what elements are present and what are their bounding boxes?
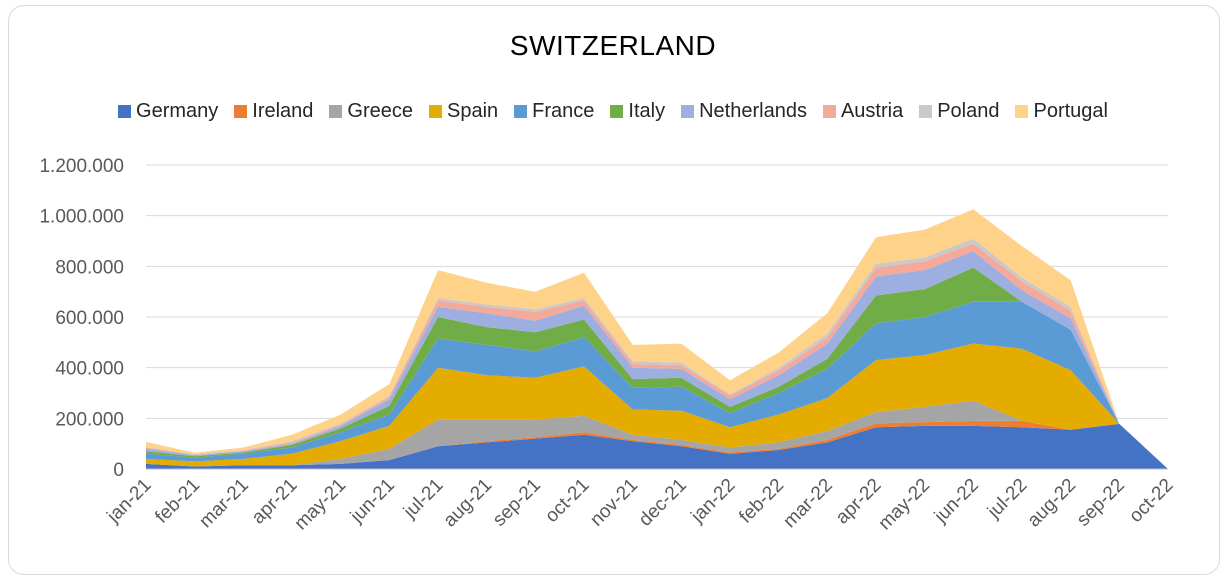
y-tick-label: 0: [113, 460, 124, 481]
x-tick-label: jun-21: [346, 475, 399, 528]
legend-swatch: [429, 105, 443, 118]
x-tick-label: aug-21: [440, 475, 497, 532]
legend-swatch: [1015, 105, 1029, 118]
x-tick-label: oct-21: [541, 475, 593, 527]
legend-label: Spain: [447, 100, 499, 122]
legend-swatch: [234, 105, 248, 118]
legend-label: France: [532, 100, 595, 122]
series-area-spain: [146, 343, 1168, 469]
y-tick-label: 800.000: [55, 257, 124, 278]
x-tick-label: dec-21: [635, 475, 691, 531]
y-tick-label: 1.200.000: [39, 156, 124, 177]
legend-item: Poland: [919, 100, 999, 123]
x-tick-label: mar-22: [779, 475, 836, 532]
x-tick-label: oct-22: [1125, 475, 1177, 527]
legend-swatch: [118, 105, 132, 118]
x-tick-label: jan-22: [687, 475, 740, 528]
legend-swatch: [822, 105, 836, 118]
x-tick-label: nov-21: [586, 475, 642, 531]
y-tick-label: 600.000: [55, 308, 124, 329]
series-area-italy: [146, 267, 1168, 469]
legend-label: Italy: [628, 100, 666, 122]
legend-label: Ireland: [252, 100, 314, 122]
series-area-germany: [146, 423, 1168, 469]
legend-item: Spain: [429, 100, 498, 123]
legend-item: Ireland: [234, 100, 313, 123]
legend-item: Germany: [118, 100, 218, 123]
legend-label: Poland: [937, 100, 1000, 122]
legend-label: Austria: [840, 100, 904, 122]
x-tick-label: may-21: [291, 475, 351, 535]
x-tick-label: mar-21: [195, 475, 252, 532]
legend-swatch: [919, 105, 933, 118]
legend-label: Greece: [347, 100, 414, 122]
legend-item: Austria: [822, 100, 904, 123]
legend-item: Italy: [610, 100, 665, 123]
y-tick-label: 1.000.000: [39, 207, 124, 228]
legend-item: Greece: [329, 100, 413, 123]
legend-label: Germany: [136, 100, 219, 122]
legend-item: France: [514, 100, 594, 123]
series-area-france: [146, 301, 1168, 469]
legend-label: Portugal: [1033, 100, 1108, 122]
legend-swatch: [329, 105, 343, 118]
x-tick-label: jun-22: [930, 475, 983, 528]
x-tick-label: may-22: [875, 475, 935, 535]
x-tick-label: aug-22: [1024, 475, 1081, 532]
y-tick-label: 400.000: [55, 359, 124, 380]
legend-item: Netherlands: [681, 100, 807, 123]
legend-swatch: [610, 105, 624, 118]
x-tick-label: feb-21: [151, 475, 204, 528]
legend-item: Portugal: [1015, 100, 1108, 123]
x-tick-label: jan-21: [103, 475, 156, 528]
y-tick-label: 200.000: [55, 409, 124, 430]
series-area-greece: [146, 400, 1168, 469]
chart-title: SWITZERLAND: [509, 30, 717, 61]
x-tick-label: feb-22: [735, 475, 788, 528]
x-tick-label: sep-21: [489, 475, 545, 531]
legend-label: Netherlands: [699, 100, 807, 122]
legend-swatch: [681, 105, 695, 118]
legend-swatch: [514, 105, 528, 118]
x-tick-label: sep-22: [1073, 475, 1129, 531]
legend: Germany Ireland Greece Spain France Italy Neth…: [0, 100, 1226, 123]
